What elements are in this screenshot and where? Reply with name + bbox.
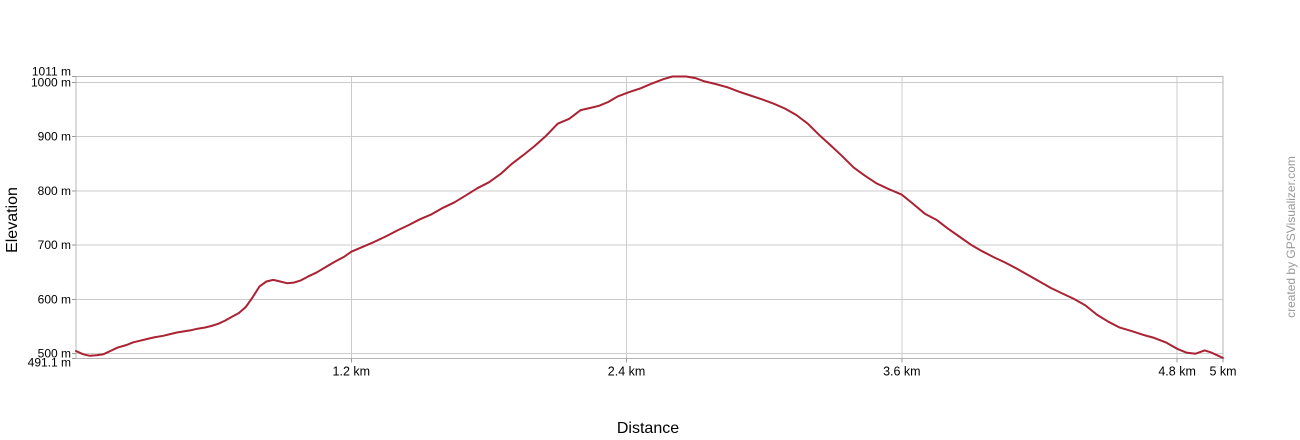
- y-tick-label: 600 m: [38, 292, 71, 306]
- x-tick-label: 2.4 km: [608, 365, 646, 379]
- y-tick-label: 900 m: [38, 130, 71, 144]
- x-tick-label: 5 km: [1209, 365, 1236, 379]
- watermark-credit: created by GPSVisualizer.com: [1284, 156, 1298, 318]
- y-tick-label: 1011 m: [32, 65, 71, 79]
- elevation-line: [75, 75, 1224, 359]
- x-tick-label: 1.2 km: [333, 365, 371, 379]
- y-axis-title: Elevation: [4, 187, 21, 253]
- x-axis-title: Distance: [616, 420, 680, 437]
- x-tick-label: 3.6 km: [883, 365, 921, 379]
- y-tick-label: 800 m: [38, 184, 71, 198]
- y-tick-label: 700 m: [38, 238, 71, 252]
- x-tick-label: 4.8 km: [1158, 365, 1196, 379]
- plot-frame: [75, 76, 1224, 359]
- y-tick-label: 1000 m: [31, 75, 71, 89]
- y-tick-label: 500 m: [38, 347, 71, 361]
- y-tick-label: 491.1 m: [28, 356, 71, 370]
